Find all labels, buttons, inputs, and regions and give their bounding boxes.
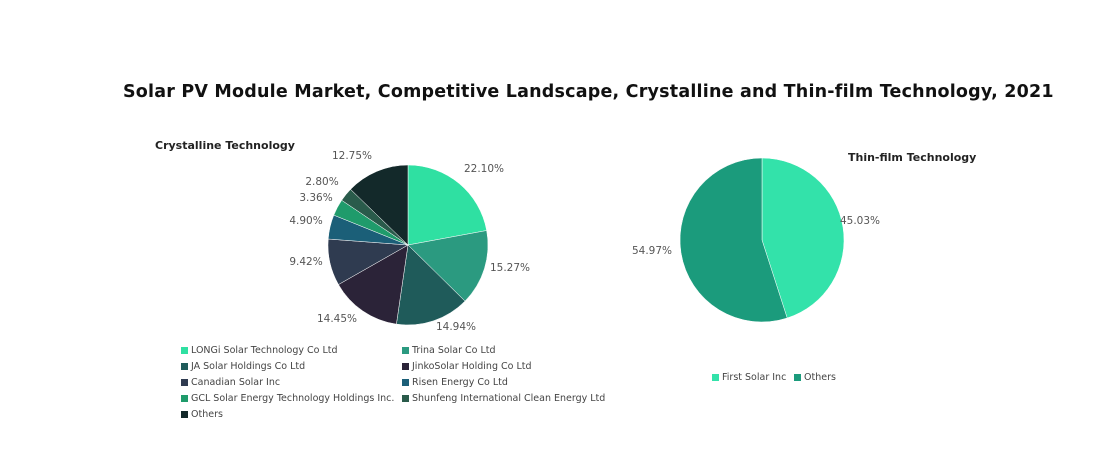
data-label: 54.97% [632,245,672,257]
legend-label: Shunfeng International Clean Energy Ltd [412,393,606,404]
legend-label: Trina Solar Co Ltd [412,345,496,356]
data-label: 9.42% [289,256,322,268]
legend-swatch [181,395,188,402]
legend-swatch [181,379,188,386]
data-label: 15.27% [490,262,530,274]
legend-swatch [402,379,409,386]
legend-swatch [402,395,409,402]
legend-label: First Solar Inc [722,372,787,383]
legend-item: GCL Solar Energy Technology Holdings Inc… [181,393,394,404]
legend-label: GCL Solar Energy Technology Holdings Inc… [191,393,395,404]
legend-label: Others [191,409,223,420]
pie-slice-0-3 [338,244,409,325]
data-label: 12.75% [332,150,372,162]
legend-item: LONGi Solar Technology Co Ltd [181,345,338,356]
legend-label: LONGi Solar Technology Co Ltd [191,345,338,356]
pie-slice-0-1 [407,230,489,302]
legend-label: Others [804,372,836,383]
legend-item: JA Solar Holdings Co Ltd [181,361,305,372]
legend-item: First Solar Inc [712,372,786,383]
legend-label: Canadian Solar Inc [191,377,281,388]
legend-swatch [794,374,801,381]
data-label: 14.94% [436,321,476,333]
legend-swatch [181,363,188,370]
legend-label: JA Solar Holdings Co Ltd [191,361,306,372]
pie-slice-0-8 [350,164,409,246]
data-label: 4.90% [289,215,322,227]
data-label: 14.45% [317,313,357,325]
legend-swatch [712,374,719,381]
legend-swatch [402,363,409,370]
legend-item: JinkoSolar Holding Co Ltd [402,361,532,372]
data-label: 22.10% [464,163,504,175]
legend-item: Trina Solar Co Ltd [402,345,496,356]
data-label: 3.36% [299,192,332,204]
legend-item: Risen Energy Co Ltd [402,377,508,388]
legend-swatch [181,411,188,418]
data-label: 45.03% [840,215,880,227]
thinfilm-title: Thin-film Technology [848,151,977,164]
legend-swatch [402,347,409,354]
legend-item: Canadian Solar Inc [181,377,280,388]
legend-label: JinkoSolar Holding Co Ltd [412,361,532,372]
pie-slice-0-0 [407,164,487,246]
legend-item: Others [181,409,223,420]
data-label: 2.80% [305,176,338,188]
legend-label: Risen Energy Co Ltd [412,377,508,388]
legend-item: Others [794,372,836,383]
legend-item: Shunfeng International Clean Energy Ltd [402,393,605,404]
chart-title: Solar PV Module Market, Competitive Land… [123,82,1054,102]
pie-slice-0-2 [396,244,466,326]
legend-swatch [181,347,188,354]
pie-slice-1-0 [761,157,845,319]
crystalline-title: Crystalline Technology [155,139,295,152]
pie-slice-1-1 [679,157,788,323]
